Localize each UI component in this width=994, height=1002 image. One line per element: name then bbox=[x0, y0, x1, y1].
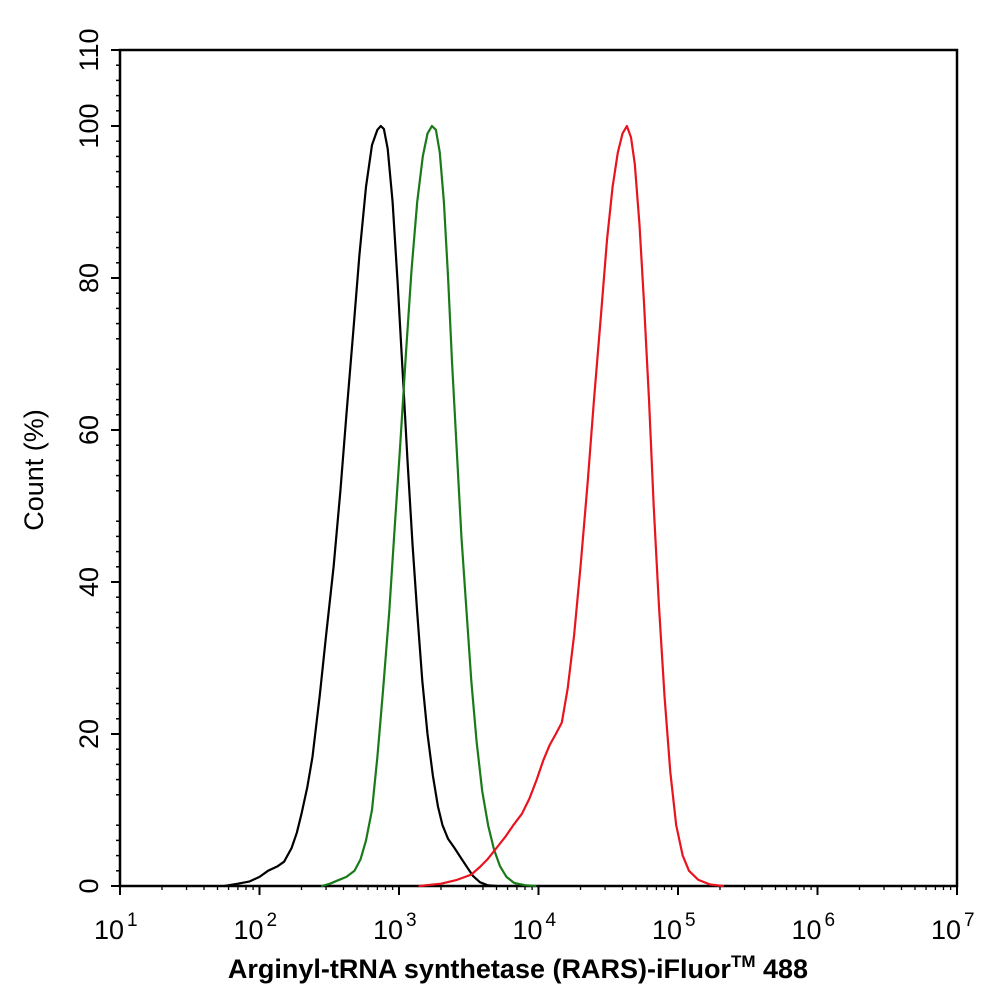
x-tick-base: 10 bbox=[652, 915, 682, 945]
y-tick-label: 60 bbox=[74, 415, 104, 445]
x-tick-base: 10 bbox=[373, 915, 403, 945]
plot-frame bbox=[118, 48, 959, 888]
x-tick-exponent: 2 bbox=[267, 910, 278, 931]
x-tick-base: 10 bbox=[931, 915, 961, 945]
x-tick-exponent: 1 bbox=[127, 910, 138, 931]
x-tick-base: 10 bbox=[791, 915, 821, 945]
x-tick-label: 10 5 bbox=[652, 910, 696, 945]
x-tick-base: 10 bbox=[233, 915, 263, 945]
x-tick-exponent: 7 bbox=[964, 910, 975, 931]
series-layer bbox=[223, 124, 725, 888]
x-axis-title: Arginyl-tRNA synthetase (RARS)-iFluorTM … bbox=[228, 952, 808, 984]
y-tick-label: 40 bbox=[74, 567, 104, 597]
x-tick-base: 10 bbox=[512, 915, 542, 945]
x-tick-label: 10 2 bbox=[233, 910, 277, 945]
x-minor-ticks bbox=[161, 886, 952, 890]
y-tick-label: 100 bbox=[74, 103, 104, 148]
x-tick-label: 10 4 bbox=[512, 910, 556, 945]
y-tick-label: 20 bbox=[74, 719, 104, 749]
x-axis-title-main: Arginyl-tRNA synthetase (RARS)-iFluor bbox=[228, 954, 732, 984]
x-tick-exponent: 6 bbox=[825, 910, 836, 931]
y-tick-label: 0 bbox=[74, 878, 104, 893]
histogram-series-2 bbox=[320, 124, 537, 888]
x-axis-ticks: 10 1 10 2 10 3 10 4 10 5 10 6 10 7 bbox=[94, 886, 975, 945]
y-tick-label: 110 bbox=[74, 28, 104, 71]
plot-border bbox=[118, 48, 959, 888]
y-minor-ticks bbox=[116, 64, 120, 872]
y-axis-ticks: 0 20 40 60 80 100 110 bbox=[74, 28, 120, 894]
x-tick-label: 10 6 bbox=[791, 910, 835, 945]
y-tick-label: 80 bbox=[74, 263, 104, 293]
x-tick-label: 10 1 bbox=[94, 910, 138, 945]
x-axis-title-superscript: TM bbox=[731, 952, 756, 971]
x-tick-exponent: 5 bbox=[685, 910, 696, 931]
y-axis-title: Count (%) bbox=[19, 409, 49, 531]
x-tick-exponent: 3 bbox=[406, 910, 417, 931]
x-axis-title-suffix: 488 bbox=[756, 954, 809, 984]
x-tick-label: 10 7 bbox=[931, 910, 975, 945]
x-tick-label: 10 3 bbox=[373, 910, 417, 945]
x-tick-exponent: 4 bbox=[546, 910, 557, 931]
histogram-series-3 bbox=[418, 124, 725, 888]
x-tick-base: 10 bbox=[94, 915, 124, 945]
histogram-series-1 bbox=[223, 124, 498, 888]
